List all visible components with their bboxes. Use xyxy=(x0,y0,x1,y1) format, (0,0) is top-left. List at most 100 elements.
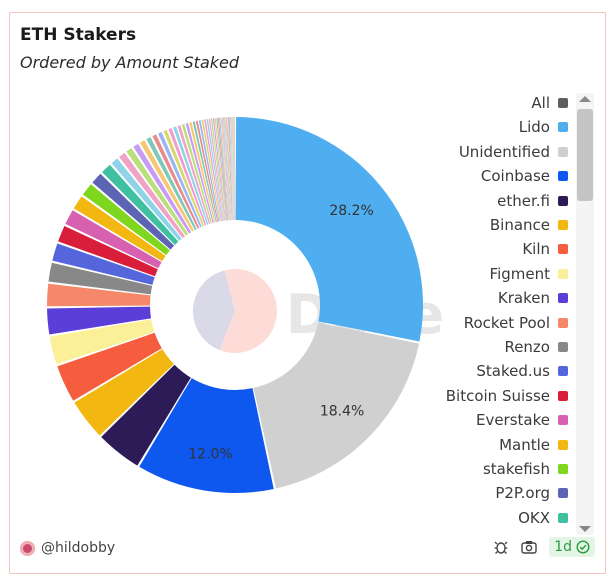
legend-item[interactable]: Kiln xyxy=(522,237,568,261)
legend-item[interactable]: Rocket Pool xyxy=(464,311,568,335)
pie-slice[interactable] xyxy=(65,210,162,269)
pie-slice[interactable] xyxy=(74,349,174,436)
legend-item[interactable]: All xyxy=(531,91,568,115)
pie-slice[interactable] xyxy=(217,117,228,221)
pie-slice[interactable] xyxy=(192,121,217,223)
pie-slice[interactable] xyxy=(101,364,191,466)
scrollbar-thumb[interactable] xyxy=(577,109,593,201)
pie-slice[interactable] xyxy=(228,117,233,221)
pie-slice[interactable] xyxy=(92,173,175,250)
pie-slice[interactable] xyxy=(233,117,235,221)
pie-slice[interactable] xyxy=(231,117,234,221)
pie-slice[interactable] xyxy=(223,117,230,221)
pie-slice[interactable] xyxy=(214,117,227,221)
pie-slice[interactable] xyxy=(181,123,213,224)
pie-slice[interactable] xyxy=(201,119,221,222)
pie-slice[interactable] xyxy=(102,164,179,245)
pie-slice[interactable] xyxy=(119,152,186,239)
pie-slice[interactable] xyxy=(163,129,205,227)
legend-item[interactable]: Unidentified xyxy=(459,140,568,164)
camera-icon[interactable] xyxy=(521,539,537,555)
pie-slice[interactable] xyxy=(230,117,234,221)
pie-slice[interactable] xyxy=(57,332,162,401)
pie-slice[interactable] xyxy=(168,128,207,226)
legend-item[interactable]: ether.fi xyxy=(497,189,568,213)
legend-item[interactable]: Renzo xyxy=(504,335,568,359)
avatar xyxy=(20,540,35,556)
legend-label: OKX xyxy=(518,508,550,527)
pie-slice[interactable] xyxy=(227,117,232,221)
legend-item[interactable]: Kraken xyxy=(498,286,568,310)
pie-slice[interactable] xyxy=(232,117,234,221)
legend-item[interactable]: OKX xyxy=(518,506,568,530)
pie-slice[interactable] xyxy=(227,117,232,221)
pie-slice[interactable] xyxy=(47,283,151,307)
pie-slice[interactable] xyxy=(219,117,229,221)
pie-slice[interactable] xyxy=(133,143,192,234)
legend-swatch xyxy=(558,98,568,108)
pie-slice[interactable] xyxy=(226,117,232,221)
scroll-up-arrow[interactable] xyxy=(579,96,591,102)
pie-slice[interactable] xyxy=(49,319,155,365)
legend-item[interactable]: Binance xyxy=(490,213,568,237)
legend-swatch xyxy=(558,439,568,450)
pie-slice[interactable] xyxy=(52,243,155,285)
legend-scrollbar[interactable] xyxy=(576,93,594,535)
pie-slice[interactable] xyxy=(48,262,153,295)
pie-slice[interactable] xyxy=(212,118,226,221)
pie-slice[interactable] xyxy=(232,117,235,221)
chart-subtitle: Ordered by Amount Staked xyxy=(20,53,240,72)
legend-item[interactable]: Coinbase xyxy=(481,164,568,188)
pie-slice[interactable] xyxy=(73,196,166,262)
pie-slice[interactable] xyxy=(229,117,233,221)
legend-item[interactable]: P2P.org xyxy=(495,481,568,505)
legend-item[interactable]: Everstake xyxy=(476,408,568,432)
pie-slice[interactable] xyxy=(221,117,230,221)
pie-slice[interactable] xyxy=(220,117,229,221)
pie-slice[interactable] xyxy=(208,118,224,221)
legend-item[interactable]: Lido xyxy=(519,115,568,139)
pie-slice[interactable] xyxy=(225,117,231,221)
pie-slice[interactable] xyxy=(224,117,231,221)
pie-slice[interactable] xyxy=(82,184,170,256)
pie-slice[interactable] xyxy=(111,158,182,241)
pie-slice[interactable] xyxy=(140,140,195,232)
pie-slice[interactable] xyxy=(195,120,219,222)
legend-item[interactable]: Figment xyxy=(490,262,568,286)
pie-slice[interactable] xyxy=(126,148,189,236)
pie-slice[interactable] xyxy=(189,122,216,223)
chart-title: ETH Stakers xyxy=(20,25,137,45)
legend-item[interactable]: stakefish xyxy=(483,457,568,481)
freshness-badge[interactable]: 1d xyxy=(549,537,595,557)
pie-slice[interactable] xyxy=(204,119,222,222)
bug-icon[interactable] xyxy=(493,539,509,555)
pie-slice[interactable] xyxy=(234,117,235,221)
pie-slice[interactable] xyxy=(253,322,419,489)
chart-card: ETH Stakers Ordered by Amount Staked Dun… xyxy=(9,12,606,574)
author-link[interactable]: @hildobby xyxy=(20,540,115,556)
pie-slice[interactable] xyxy=(198,120,220,222)
legend-item[interactable]: Mantle xyxy=(499,433,568,457)
pie-slice[interactable] xyxy=(139,378,274,493)
pie-slice[interactable] xyxy=(206,118,223,221)
pie-slice[interactable] xyxy=(58,225,158,277)
pie-slice[interactable] xyxy=(231,117,234,221)
pie-slice[interactable] xyxy=(235,117,423,342)
pie-slice[interactable] xyxy=(233,117,235,221)
pie-slice[interactable] xyxy=(210,118,225,221)
legend-swatch xyxy=(558,366,568,377)
pie-slice[interactable] xyxy=(177,125,211,225)
legend-item[interactable]: Staked.us xyxy=(476,359,568,383)
legend-label: Coinbase xyxy=(480,167,550,186)
pie-slice[interactable] xyxy=(216,117,227,221)
pie-slice[interactable] xyxy=(229,117,233,221)
pie-slice[interactable] xyxy=(152,134,200,229)
pie-slice[interactable] xyxy=(158,131,202,228)
legend-item[interactable]: Bitcoin Suisse xyxy=(446,384,568,408)
pie-slice[interactable] xyxy=(146,137,197,231)
pie-slice[interactable] xyxy=(185,122,214,223)
pie-slice[interactable] xyxy=(47,306,152,335)
pie-slice[interactable] xyxy=(173,126,209,225)
pie-slice[interactable] xyxy=(233,117,235,221)
scroll-down-arrow[interactable] xyxy=(579,526,591,532)
